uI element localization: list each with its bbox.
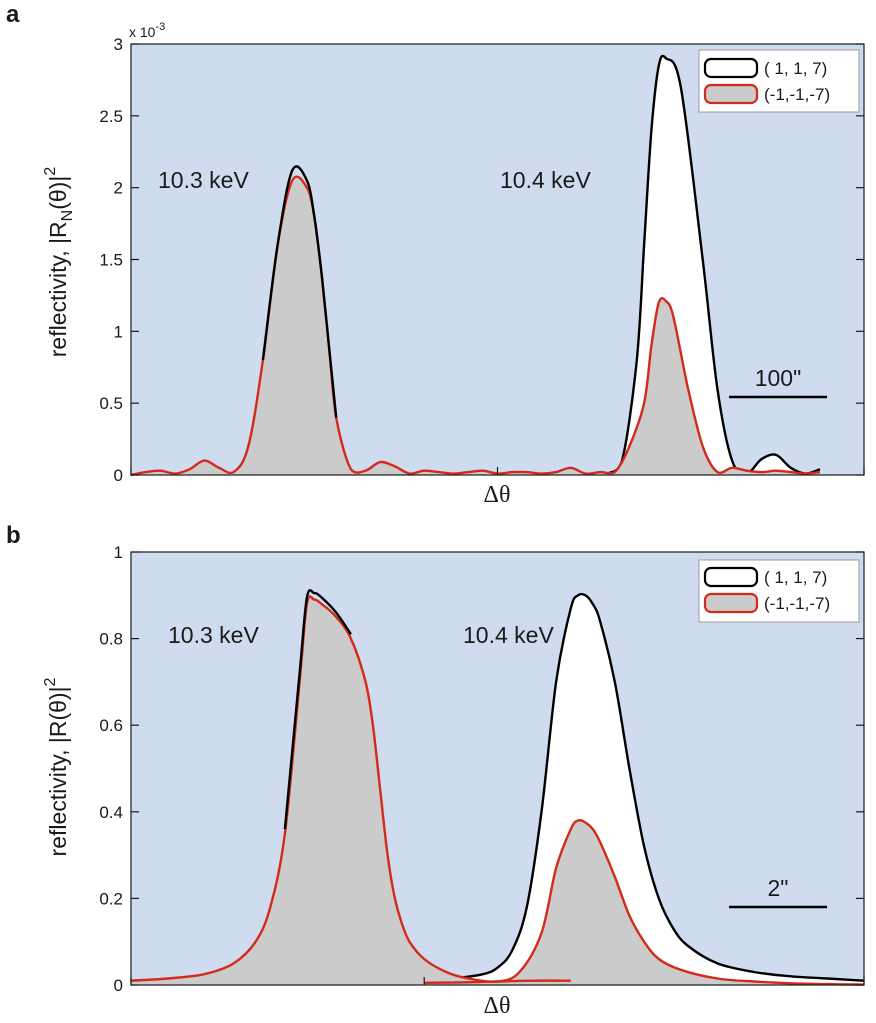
y-tick-label: 2 [114, 179, 123, 198]
series-group-b [130, 589, 865, 986]
legend-swatch-neg117-b [703, 592, 759, 614]
x-axis-label-b: Δθ [484, 993, 511, 1019]
series-b-2-line [283, 589, 352, 830]
plot-area-a [131, 44, 864, 475]
annotation-10-3-kev-a: 10.3 keV [158, 167, 249, 193]
y-ticks-b: 0 0.2 0.4 0.6 0.8 1 [99, 543, 865, 995]
series-b-3-line [424, 979, 571, 984]
exponent-label-a: x 10-3 [129, 21, 165, 40]
legend-swatch-117-b [703, 566, 759, 588]
y-axis-label-b: reflectivity, |R(θ)|2 [42, 677, 71, 856]
legend-swatch-neg117-a [703, 83, 759, 105]
y-tick-label: 0 [114, 976, 123, 995]
plot-area-b [131, 552, 864, 985]
legend-label-neg117-a: (-1,-1,-7) [764, 85, 830, 104]
series-b-0-fill [424, 593, 864, 985]
panel-letter-b: b [6, 522, 21, 549]
scale-bar-b: 2" [729, 875, 827, 909]
legend-label-neg117-b: (-1,-1,-7) [764, 594, 830, 613]
y-axis-label-a: reflectivity, |RN(θ)|2 [42, 167, 76, 358]
series-a-1-line [130, 175, 821, 477]
annotation-10-3-kev-b: 10.3 keV [168, 622, 259, 648]
panel-letter-a: a [6, 1, 20, 28]
y-tick-label: 1 [114, 322, 123, 341]
y-tick-label: 1 [114, 543, 123, 562]
x-axis-label-a: Δθ [484, 482, 511, 508]
series-a-2-line [261, 165, 338, 418]
series-a-1-fill [131, 176, 820, 475]
y-tick-label: 0.2 [99, 889, 123, 908]
legend-a: ( 1, 1, 7) (-1,-1,-7) [698, 49, 860, 113]
y-tick-label: 3 [114, 35, 123, 54]
y-ticks-a: 0 0.5 1 1.5 2 2.5 3 [99, 35, 865, 485]
series-b-0-line [424, 592, 865, 982]
scale-bar-a: 100" [729, 365, 827, 399]
plot-frame-b [130, 551, 865, 986]
legend-label-117-a: ( 1, 1, 7) [764, 59, 827, 78]
annotation-10-4-kev-b: 10.4 keV [463, 622, 554, 648]
y-tick-label: 0.4 [99, 803, 123, 822]
y-tick-label: 0.8 [99, 630, 123, 649]
legend-swatch-117-a [703, 57, 759, 79]
annotation-10-4-kev-a: 10.4 keV [500, 167, 591, 193]
legend-label-117-b: ( 1, 1, 7) [764, 568, 827, 587]
y-tick-label: 0.5 [99, 394, 123, 413]
series-group-a [130, 54, 821, 477]
y-tick-label: 2.5 [99, 107, 123, 126]
series-a-0-line [606, 54, 821, 475]
y-tick-label: 1.5 [99, 251, 123, 270]
panel-a: a 0 0.5 1 1.5 2 2.5 3 x 10-3 reflectivity, |RN… [6, 1, 865, 508]
legend-b: ( 1, 1, 7) (-1,-1,-7) [698, 559, 860, 623]
scale-bar-label-b: 2" [768, 875, 789, 901]
y-tick-label: 0 [114, 466, 123, 485]
series-b-1-fill [131, 596, 864, 985]
y-tick-label: 0.6 [99, 716, 123, 735]
scale-bar-label-a: 100" [755, 365, 802, 391]
panel-b: b 0 0.2 0.4 0.6 0.8 1 reflectivity, |R(θ)|2 Δ… [6, 522, 865, 1019]
